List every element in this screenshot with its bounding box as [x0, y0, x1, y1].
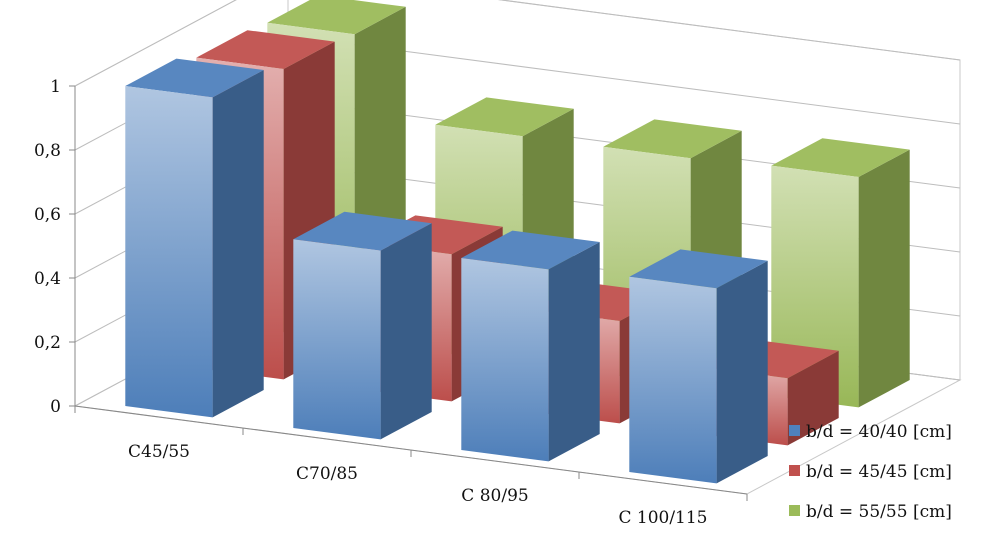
bar	[125, 58, 264, 418]
bar-side	[716, 260, 768, 484]
bar-top	[629, 249, 768, 289]
bar-side	[858, 149, 910, 408]
legend-label: b/d = 45/45 [cm]	[806, 462, 952, 482]
bar-top	[293, 211, 432, 251]
bar-side	[548, 242, 600, 462]
legend-item: b/d = 55/55 [cm]	[789, 502, 952, 522]
bar-top	[267, 0, 406, 35]
y-tick-label: 1	[50, 77, 61, 97]
bar-side	[212, 70, 264, 418]
bar-top	[435, 97, 574, 137]
y-tick-label: 0,6	[34, 205, 61, 225]
bar-front	[125, 86, 213, 418]
bar-top	[125, 58, 264, 98]
legend-item: b/d = 40/40 [cm]	[789, 422, 952, 442]
bar	[629, 249, 768, 484]
bar-side	[787, 350, 839, 446]
bar-front	[293, 239, 381, 440]
x-tick-label: C70/85	[296, 464, 358, 484]
bar-side	[380, 223, 432, 440]
x-axis: C45/55 C70/85 C 80/95 C 100/115	[74, 405, 748, 528]
legend-label: b/d = 55/55 [cm]	[806, 502, 952, 522]
bar-top	[196, 30, 335, 69]
legend-label: b/d = 40/40 [cm]	[806, 422, 952, 442]
bar-top	[461, 230, 600, 270]
y-tick-label: 0,8	[34, 141, 61, 161]
x-tick-label: C 80/95	[461, 486, 528, 506]
legend-swatch	[789, 505, 800, 516]
y-tick-label: 0	[50, 397, 61, 417]
legend: b/d = 40/40 [cm] b/d = 45/45 [cm] b/d = 55…	[789, 422, 952, 522]
bar	[461, 230, 600, 462]
bar-front	[461, 258, 549, 462]
y-axis: 0 0,2 0,4 0,6 0,8 1	[34, 77, 76, 417]
bar-top	[603, 119, 742, 159]
bar	[293, 211, 432, 440]
x-tick-label: C45/55	[128, 442, 190, 462]
y-tick-label: 0,4	[34, 269, 61, 289]
gridline	[74, 0, 961, 87]
bar-top	[771, 138, 910, 177]
legend-swatch	[789, 425, 800, 436]
legend-swatch	[789, 465, 800, 476]
legend-item: b/d = 45/45 [cm]	[789, 462, 952, 482]
bars	[125, 0, 910, 484]
x-tick-label: C 100/115	[618, 508, 707, 528]
bar-front	[629, 276, 717, 484]
y-tick-label: 0,2	[34, 333, 61, 353]
